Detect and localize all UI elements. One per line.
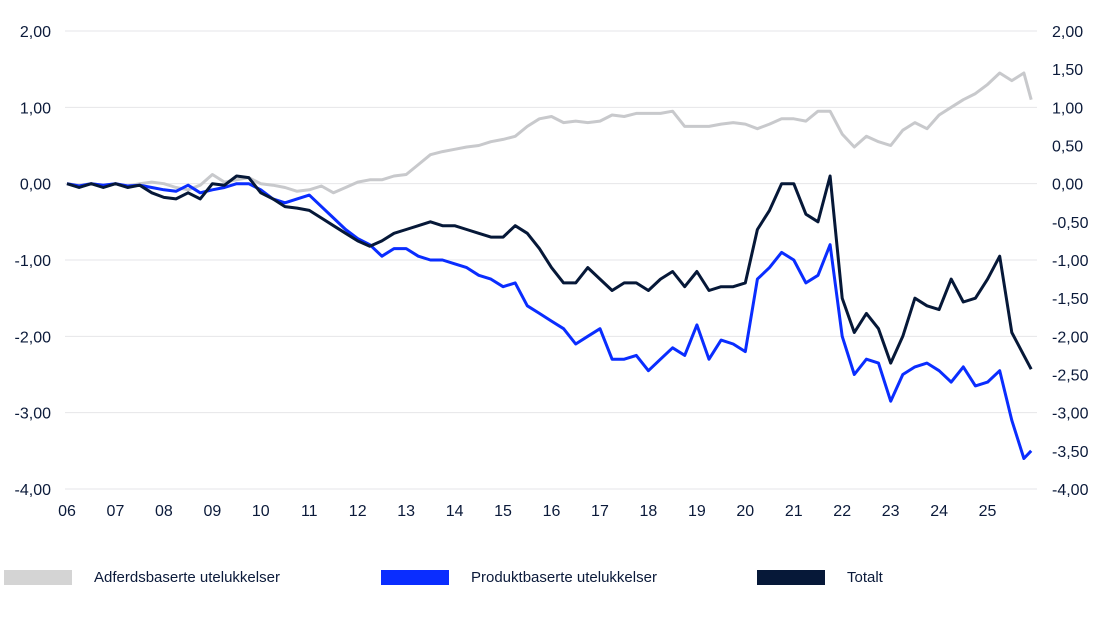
y-right-tick-label: 0,50 (1052, 139, 1083, 156)
legend-item-produktbaserte: Produktbaserte utelukkelser (381, 566, 657, 588)
x-tick-label: 13 (397, 503, 415, 520)
legend-item-adferdsbaserte: Adferdsbaserte utelukkelser (4, 566, 280, 588)
y-left-tick-label: 0,00 (20, 177, 51, 194)
gridlines (65, 30, 1037, 490)
x-tick-label: 25 (979, 503, 997, 520)
x-tick-label: 12 (349, 503, 367, 520)
y-left-tick-label: -1,00 (15, 253, 52, 270)
y-right-tick-label: 2,00 (1052, 24, 1083, 41)
x-tick-label: 09 (203, 503, 221, 520)
x-tick-label: 18 (640, 503, 658, 520)
y-left-tick-label: -4,00 (15, 482, 52, 499)
x-tick-label: 15 (494, 503, 512, 520)
legend: Adferdsbaserte utelukkelser Produktbaser… (0, 566, 1101, 590)
x-tick-label: 23 (882, 503, 900, 520)
x-tick-label: 10 (252, 503, 270, 520)
legend-item-totalt: Totalt (757, 566, 883, 588)
y-axis-left: 2,00 1,00 0,00 -1,00 -2,00 -3,00 -4,00 (15, 24, 52, 499)
y-right-tick-label: 1,00 (1052, 100, 1083, 117)
series-line-produktbaserte (66, 182, 1033, 460)
x-tick-label: 07 (107, 503, 125, 520)
legend-swatch-gray (4, 569, 72, 585)
y-left-tick-label: 2,00 (20, 24, 51, 41)
x-axis: 06 07 08 09 10 11 12 13 14 15 16 17 18 19 20 21 22 23 24 25 (58, 503, 996, 520)
y-left-tick-label: -3,00 (15, 406, 52, 423)
y-right-tick-label: -0,50 (1052, 215, 1089, 232)
x-tick-label: 06 (58, 503, 76, 520)
series-line-totalt (66, 174, 1033, 370)
legend-swatch-navy (757, 569, 825, 585)
x-tick-label: 21 (785, 503, 803, 520)
y-right-tick-label: 1,50 (1052, 62, 1083, 79)
y-right-tick-label: -4,00 (1052, 482, 1089, 499)
legend-label: Totalt (847, 568, 883, 586)
y-right-tick-label: -1,00 (1052, 253, 1089, 270)
legend-swatch-blue (381, 569, 449, 585)
x-tick-label: 22 (833, 503, 851, 520)
y-axis-right: 2,00 1,50 1,00 0,50 0,00 -0,50 -1,00 -1,50 -2,00… (1052, 24, 1089, 499)
series-line-adferdsbaserte (66, 71, 1033, 195)
y-right-tick-label: 0,00 (1052, 177, 1083, 194)
y-right-tick-label: -2,00 (1052, 329, 1089, 346)
x-tick-label: 08 (155, 503, 173, 520)
y-right-tick-label: -3,00 (1052, 406, 1089, 423)
series-lines (66, 71, 1033, 460)
x-tick-label: 16 (543, 503, 561, 520)
y-left-tick-label: 1,00 (20, 100, 51, 117)
y-right-tick-label: -3,50 (1052, 444, 1089, 461)
legend-label: Adferdsbaserte utelukkelser (94, 568, 280, 586)
y-left-tick-label: -2,00 (15, 329, 52, 346)
line-chart: 2,00 1,00 0,00 -1,00 -2,00 -3,00 -4,00 2,00 1,5… (15, 24, 1089, 520)
x-tick-label: 11 (301, 503, 318, 520)
x-tick-label: 14 (446, 503, 464, 520)
x-tick-label: 24 (930, 503, 948, 520)
x-tick-label: 17 (591, 503, 609, 520)
x-tick-label: 19 (688, 503, 706, 520)
x-tick-label: 20 (736, 503, 754, 520)
y-right-tick-label: -2,50 (1052, 368, 1089, 385)
legend-label: Produktbaserte utelukkelser (471, 568, 657, 586)
y-right-tick-label: -1,50 (1052, 291, 1089, 308)
